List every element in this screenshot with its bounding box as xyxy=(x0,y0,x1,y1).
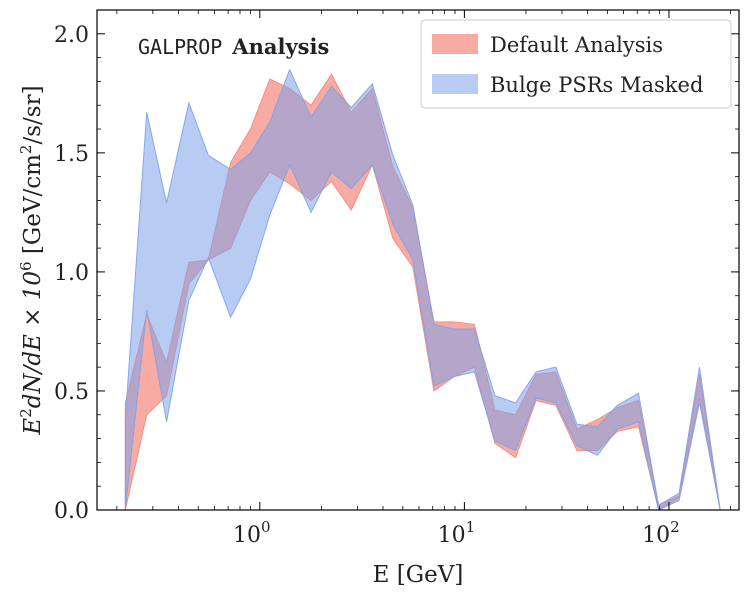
legend-label-default: Default Analysis xyxy=(490,33,663,57)
y-tick-label: 1.5 xyxy=(54,142,89,167)
x-tick-label: 102 xyxy=(642,518,680,548)
legend-label-bulge: Bulge PSRs Masked xyxy=(490,73,703,97)
y-tick-label: 0.0 xyxy=(54,499,89,524)
series-bands xyxy=(124,68,721,510)
axis-ticks: 0.0 0.5 1.0 1.5 2.0 100 101 102 xyxy=(54,10,739,548)
annotation-text: GALPROP Analysis xyxy=(138,34,329,59)
x-axis-label: E [GeV] xyxy=(373,562,464,588)
x-tick-label: 100 xyxy=(233,518,271,548)
legend-swatch-default xyxy=(432,34,478,54)
legend-swatch-bulge xyxy=(432,74,478,94)
annotation-mono: GALPROP xyxy=(138,35,222,59)
band-bulge-psrs-masked xyxy=(124,68,721,510)
y-tick-label: 2.0 xyxy=(54,23,89,48)
y-tick-label: 1.0 xyxy=(54,261,89,286)
legend-box xyxy=(420,19,732,109)
legend: Default Analysis Bulge PSRs Masked xyxy=(420,19,732,109)
y-tick-label: 0.5 xyxy=(54,380,89,405)
annotation-bold: Analysis xyxy=(231,34,329,59)
y-axis-label: E2dN/dE × 106 [GeV/cm2/s/sr] xyxy=(17,85,46,435)
x-tick-label: 101 xyxy=(438,518,476,548)
plot-frame xyxy=(96,9,740,511)
